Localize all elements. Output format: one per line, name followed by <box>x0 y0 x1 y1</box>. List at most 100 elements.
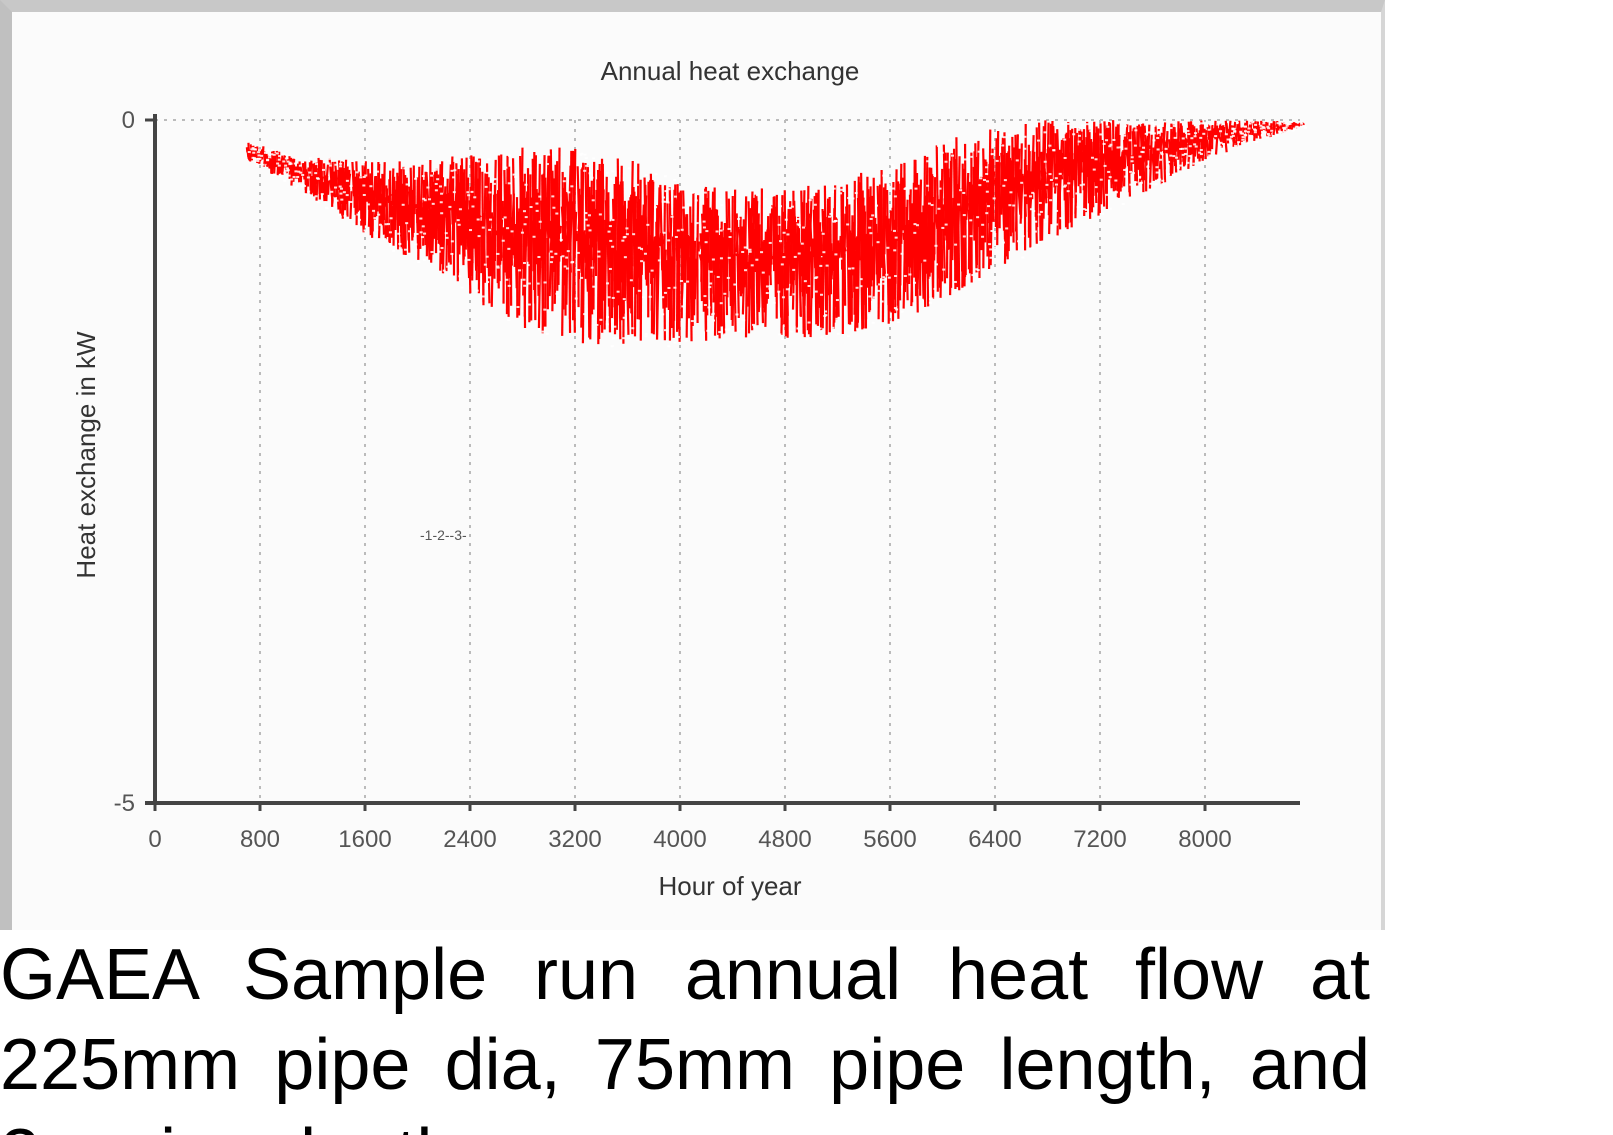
data-fleck <box>970 155 974 158</box>
data-fleck <box>562 180 566 183</box>
data-point <box>963 195 967 287</box>
data-fleck <box>266 149 270 152</box>
data-fleck <box>1216 123 1220 126</box>
data-fleck <box>611 296 615 299</box>
data-fleck <box>284 169 288 172</box>
data-fleck <box>1112 138 1116 141</box>
data-point <box>1074 132 1078 214</box>
data-fleck <box>557 296 561 299</box>
data-fleck <box>479 165 483 168</box>
data-point <box>1135 125 1139 160</box>
data-fleck <box>706 329 710 332</box>
data-fleck <box>459 266 463 269</box>
data-point <box>557 147 561 285</box>
data-point <box>925 191 930 219</box>
data-fleck <box>723 333 727 336</box>
data-fleck <box>868 226 872 229</box>
data-fleck <box>971 274 975 277</box>
data-fleck <box>869 232 873 235</box>
data-fleck <box>976 269 980 272</box>
data-fleck <box>676 229 680 232</box>
data-fleck <box>760 251 764 254</box>
data-point <box>683 214 688 283</box>
data-fleck <box>1076 205 1080 208</box>
data-fleck <box>992 197 996 200</box>
data-fleck <box>1017 240 1021 243</box>
data-fleck <box>640 260 644 263</box>
data-point <box>860 197 865 249</box>
data-fleck <box>1144 132 1148 135</box>
data-fleck <box>356 213 360 216</box>
data-fleck <box>1231 134 1235 137</box>
data-fleck <box>247 151 251 154</box>
data-fleck <box>524 216 528 219</box>
data-fleck <box>1175 156 1179 159</box>
data-point <box>1117 134 1121 198</box>
data-fleck <box>1241 136 1245 139</box>
data-fleck <box>307 190 311 193</box>
data-point <box>1011 177 1016 226</box>
data-fleck <box>1235 121 1239 124</box>
data-fleck <box>1203 121 1207 124</box>
data-fleck <box>514 175 518 178</box>
data-point <box>772 226 777 259</box>
data-point <box>1101 161 1106 207</box>
data-fleck <box>661 296 665 299</box>
data-fleck <box>718 198 722 201</box>
data-fleck <box>820 335 824 338</box>
data-fleck <box>270 153 274 156</box>
data-fleck <box>414 177 418 180</box>
x-tick-label: 2400 <box>443 826 496 853</box>
x-tick-label: 800 <box>240 826 280 853</box>
data-fleck <box>1253 131 1257 134</box>
data-fleck <box>580 152 584 155</box>
data-fleck <box>428 198 432 201</box>
data-fleck <box>537 255 541 258</box>
data-fleck <box>549 250 553 253</box>
data-fleck <box>805 338 809 341</box>
data-fleck <box>1151 122 1155 125</box>
data-fleck <box>565 267 569 270</box>
data-point <box>928 183 932 277</box>
data-fleck <box>314 163 318 166</box>
data-fleck <box>667 239 671 242</box>
data-point <box>821 210 826 329</box>
data-fleck <box>1282 126 1286 129</box>
data-fleck <box>954 243 958 246</box>
data-point <box>967 181 971 270</box>
data-point <box>1205 139 1210 157</box>
data-fleck <box>251 143 255 146</box>
data-fleck <box>755 258 759 261</box>
data-point <box>471 156 475 281</box>
data-fleck <box>1207 128 1211 131</box>
data-fleck <box>1134 129 1138 132</box>
data-fleck <box>434 182 438 185</box>
data-fleck <box>1138 176 1142 179</box>
data-point <box>872 217 877 299</box>
data-fleck <box>352 223 356 226</box>
data-fleck <box>1243 133 1247 136</box>
data-point <box>403 195 408 242</box>
data-point <box>743 196 748 280</box>
data-fleck <box>1188 145 1192 148</box>
data-fleck <box>1190 137 1194 140</box>
data-fleck <box>737 217 741 220</box>
data-fleck <box>1279 131 1283 134</box>
data-point <box>1153 134 1158 158</box>
data-point <box>954 184 959 284</box>
data-fleck <box>477 235 481 238</box>
data-fleck <box>447 160 451 163</box>
data-fleck <box>475 289 479 292</box>
data-fleck <box>1002 184 1006 187</box>
data-fleck <box>872 296 876 299</box>
data-point <box>630 233 634 314</box>
data-fleck <box>829 212 833 215</box>
data-fleck <box>768 287 772 290</box>
data-fleck <box>566 250 570 253</box>
data-fleck <box>1129 170 1133 173</box>
data-fleck <box>1181 153 1185 156</box>
data-fleck <box>882 174 886 177</box>
data-point <box>478 214 482 218</box>
data-point <box>1060 152 1064 176</box>
data-fleck <box>1276 122 1280 125</box>
